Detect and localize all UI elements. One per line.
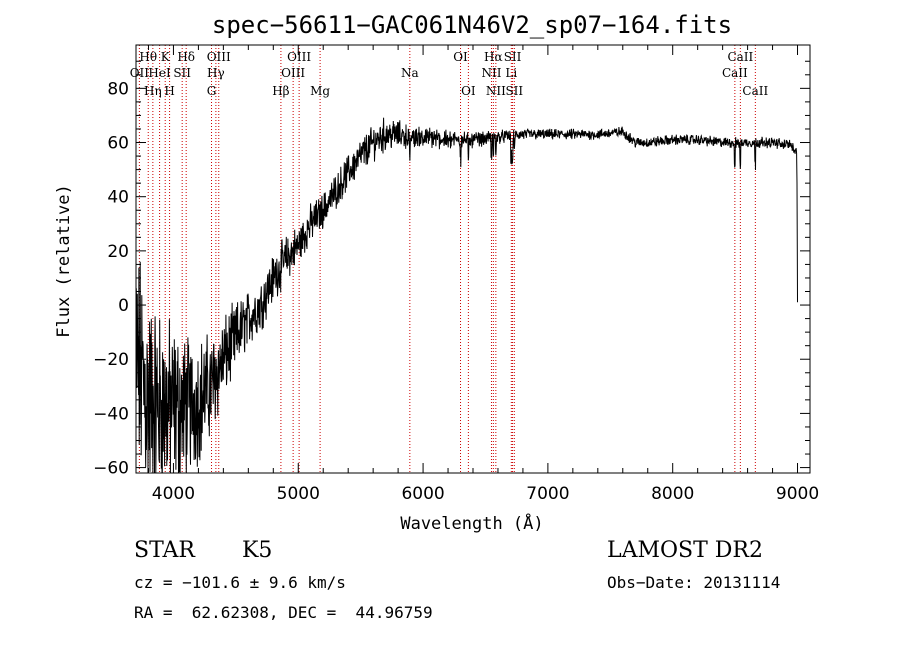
spectral-line-label: Hβ — [272, 84, 289, 98]
x-tick-label: 6000 — [401, 484, 444, 504]
spectral-line-label: SII — [173, 66, 191, 80]
y-tick-label: 40 — [107, 188, 129, 208]
survey-name: LAMOST DR2 — [607, 538, 763, 563]
spectral-line-label: Hγ — [207, 66, 225, 80]
spectral-line-markers — [138, 45, 756, 473]
spectral-line-label: G — [207, 84, 217, 98]
spectral-line-label: SII — [504, 50, 522, 64]
y-tick-label: −40 — [93, 404, 129, 424]
x-tick-label: 5000 — [277, 484, 320, 504]
spectral-line-label: K — [161, 50, 171, 64]
spectral-line-label: CaII — [742, 84, 768, 98]
spectral-line-label: Hθ — [139, 50, 157, 64]
spectral-line-label: Li — [505, 66, 517, 80]
y-tick-label: 0 — [118, 296, 129, 316]
y-tick-label: 20 — [107, 242, 129, 262]
spectral-line-label: OIII — [281, 66, 305, 80]
object-subclass: K5 — [242, 538, 273, 563]
spectral-line-label: CaII — [727, 50, 753, 64]
plot-frame — [135, 44, 811, 474]
spectral-line-label: CaII — [722, 66, 748, 80]
spectral-line-label: Hδ — [177, 50, 195, 64]
y-tick-label: 60 — [107, 134, 129, 154]
spectral-line-label: H — [164, 84, 174, 98]
x-axis-label: Wavelength (Å) — [400, 512, 543, 534]
x-tick-label: 7000 — [526, 484, 569, 504]
y-tick-label: 80 — [107, 79, 129, 99]
spectral-line-label: Mg — [310, 84, 330, 98]
y-tick-label: −60 — [93, 459, 129, 479]
y-axis-label: Flux (relative) — [54, 184, 74, 338]
spectral-line-label: OI — [453, 50, 468, 64]
spectral-line-label: Hη — [144, 84, 162, 98]
observation-date: Obs−Date: 20131114 — [607, 573, 781, 592]
object-class: STAR — [134, 538, 195, 563]
spectral-line-label: Na — [401, 66, 419, 80]
spectral-line-label: OIII — [287, 50, 311, 64]
y-tick-label: −20 — [93, 350, 129, 370]
spectral-line-label: OII — [130, 66, 150, 80]
spectral-line-label: Hα — [484, 50, 503, 64]
chart-title: spec−56611−GAC061N46V2_sp07−164.fits — [212, 11, 732, 39]
spectral-line-label: SII — [505, 84, 523, 98]
x-tick-label: 9000 — [776, 484, 819, 504]
spectrum-line — [135, 117, 798, 474]
spectral-line-label: NII — [481, 66, 501, 80]
spectral-line-label: OI — [461, 84, 476, 98]
x-tick-label: 4000 — [152, 484, 195, 504]
spectral-line-label: NII — [486, 84, 506, 98]
spectral-line-label: HeI — [148, 66, 171, 80]
spectral-line-labels: Hθ OII Hη HeI K H SII Hδ G Hγ OIII Hβ OIII OIII Mg Na OI… — [130, 50, 769, 98]
axis-ticks: 4000 5000 6000 7000 8000 9000 −60 −40 −20 0 20 40 60… — [93, 45, 819, 504]
ra-dec-coordinates: RA = 62.62308, DEC = 44.96759 — [134, 603, 433, 622]
x-tick-label: 8000 — [651, 484, 694, 504]
redshift-cz: cz = −101.6 ± 9.6 km/s — [134, 573, 346, 592]
spectral-line-label: OIII — [207, 50, 231, 64]
